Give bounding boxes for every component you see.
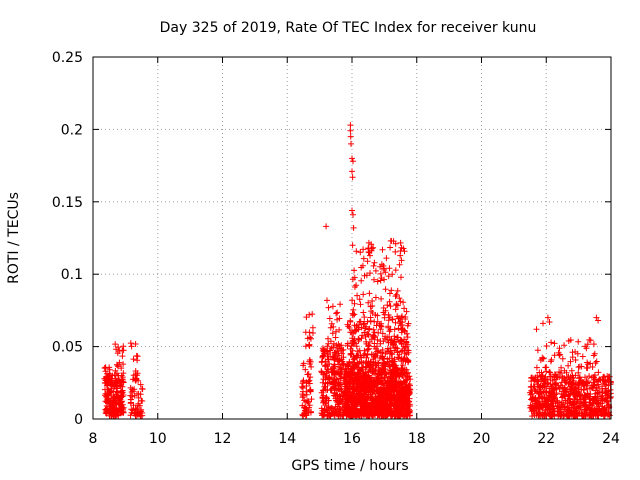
y-tick-label: 0 xyxy=(74,412,83,428)
x-tick-label: 22 xyxy=(537,431,555,447)
x-tick-label: 16 xyxy=(343,431,361,447)
chart-title: Day 325 of 2019, Rate Of TEC Index for r… xyxy=(160,20,537,36)
x-tick-label: 14 xyxy=(278,431,296,447)
x-tick-label: 10 xyxy=(149,431,167,447)
y-tick-label: 0.25 xyxy=(52,50,83,66)
y-tick-label: 0.2 xyxy=(61,122,83,138)
x-tick-label: 18 xyxy=(408,431,426,447)
plot-frame xyxy=(92,56,612,420)
y-tick-label: 0.05 xyxy=(52,340,83,356)
x-tick-label: 20 xyxy=(473,431,491,447)
gridlines xyxy=(93,57,611,419)
data-points xyxy=(101,122,614,420)
y-tick-label: 0.15 xyxy=(52,195,83,211)
x-tick-label: 12 xyxy=(214,431,232,447)
x-tick-label: 24 xyxy=(602,431,620,447)
x-tick-label: 8 xyxy=(89,431,98,447)
roti-markers xyxy=(101,122,614,420)
y-tick-label: 0.1 xyxy=(61,267,83,283)
tick-labels: 8 10 12 14 16 18 20 22 24 0 0.05 0.1 0.15 0.2 0.25 xyxy=(52,50,620,447)
x-axis-label: GPS time / hours xyxy=(291,458,408,474)
y-axis-label: ROTI / TECUs xyxy=(6,192,22,284)
